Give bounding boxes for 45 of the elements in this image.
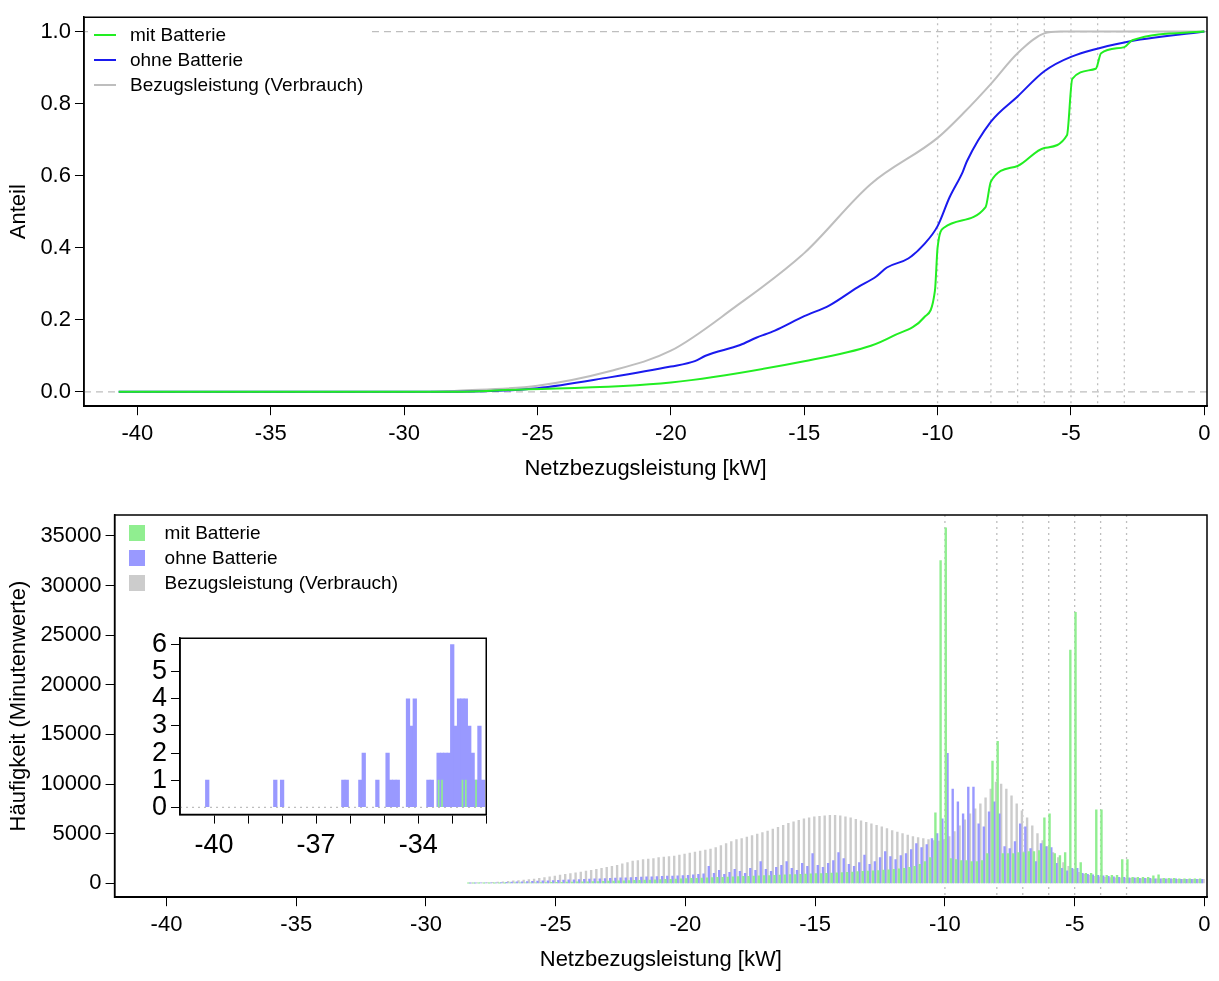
y-tick-label: 20000: [40, 670, 102, 696]
x-tick-label: -5: [1064, 911, 1085, 937]
y-axis-title: Häufigkeit (Minutenwerte): [5, 580, 31, 832]
x-tick-label: -25: [539, 911, 572, 937]
y-tick-label: 0: [89, 869, 102, 895]
y-tick-label: 0.4: [40, 233, 71, 259]
legend-label: mit Batterie: [164, 521, 261, 545]
legend-label: mit Batterie: [129, 23, 227, 48]
x-axis-title: Netzbezugsleistung [kW]: [524, 454, 767, 480]
x-tick-label: -10: [921, 420, 954, 446]
x-tick-label: -10: [929, 911, 961, 937]
x-tick-label: -20: [654, 420, 687, 446]
y-tick-label: 1.0: [40, 17, 71, 43]
x-tick-label: -37: [296, 829, 336, 860]
y-axis-title: Anteil: [5, 184, 31, 240]
y-tick-label: 35000: [40, 521, 102, 547]
x-tick-label: -15: [788, 420, 821, 446]
y-tick-label: 30000: [40, 571, 102, 597]
x-tick-label: -30: [388, 420, 420, 446]
y-tick-label: 0.6: [40, 161, 71, 187]
y-tick-label: 10000: [40, 770, 102, 796]
x-tick-label: -40: [150, 911, 183, 937]
y-tick-label: 5000: [52, 819, 102, 845]
x-tick-label: 0: [1198, 420, 1211, 446]
x-tick-label: -40: [121, 420, 154, 446]
x-tick-label: -5: [1061, 420, 1081, 446]
x-tick-label: -34: [398, 829, 438, 860]
x-tick-label: 0: [1198, 911, 1211, 937]
legend-label: Bezugsleistung (Verbrauch): [164, 571, 398, 595]
legend-label: ohne Batterie: [164, 546, 278, 570]
x-tick-label: -40: [194, 829, 234, 860]
x-axis-title: Netzbezugsleistung [kW]: [539, 945, 782, 971]
x-tick-label: -25: [521, 420, 554, 446]
y-tick-label: 0.2: [40, 305, 71, 331]
x-tick-label: -20: [669, 911, 702, 937]
x-tick-label: -35: [280, 911, 313, 937]
y-tick-label: 0.0: [40, 377, 71, 403]
y-tick-label: 15000: [40, 720, 102, 746]
y-tick-label: 0.8: [40, 89, 71, 115]
x-tick-label: -15: [799, 911, 832, 937]
x-tick-label: -30: [410, 911, 442, 937]
x-tick-label: -35: [254, 420, 287, 446]
y-tick-label: 25000: [40, 621, 102, 647]
legend-label: Bezugsleistung (Verbrauch): [129, 73, 364, 98]
legend-label: ohne Batterie: [129, 48, 243, 73]
